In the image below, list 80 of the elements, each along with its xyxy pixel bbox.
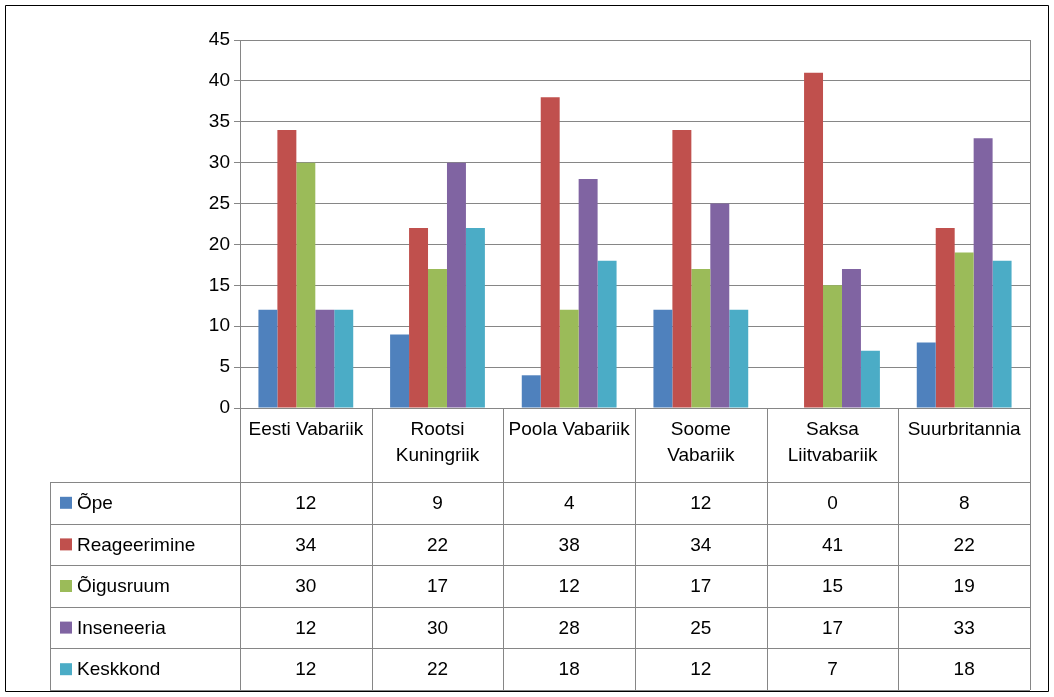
data-label: 34	[690, 533, 712, 555]
data-label: 9	[432, 492, 443, 514]
legend-label: Inseneeria	[77, 616, 167, 638]
bar	[334, 309, 354, 408]
x-tick-label: Eesti Vabariik	[248, 418, 364, 440]
bar	[729, 309, 749, 408]
data-label: 38	[558, 533, 580, 555]
data-label: 18	[558, 658, 580, 680]
y-tick-label: 25	[208, 191, 230, 213]
bar	[992, 260, 1012, 408]
bar	[296, 162, 316, 408]
bar	[540, 97, 560, 408]
bar	[428, 268, 447, 408]
data-label: 25	[690, 616, 712, 638]
data-label: 28	[558, 616, 580, 638]
y-tick-label: 0	[219, 396, 230, 418]
data-label: 15	[821, 575, 844, 597]
bar	[710, 203, 730, 408]
y-tick-label: 30	[208, 150, 230, 172]
bar	[578, 179, 598, 408]
data-label: 30	[426, 616, 449, 638]
bar	[973, 138, 993, 408]
x-tick-label: Soome Vabariik	[667, 418, 735, 466]
data-label: 22	[426, 658, 449, 680]
y-tick-label: 10	[208, 314, 230, 336]
bar	[935, 228, 955, 408]
data-label: 12	[690, 658, 712, 680]
bar	[446, 162, 466, 408]
y-tick-label: 35	[208, 110, 230, 132]
data-label: 17	[821, 616, 844, 638]
y-tick-label: 5	[219, 355, 230, 377]
bar	[653, 309, 673, 408]
y-tick-label: 40	[208, 69, 230, 91]
bar	[860, 350, 880, 408]
bar	[521, 375, 541, 408]
legend-label: Reageerimine	[77, 533, 196, 555]
data-label: 18	[953, 658, 975, 680]
legend-label: Õigusruum	[77, 575, 170, 597]
data-label: 12	[295, 658, 317, 680]
y-tick-label: 20	[208, 232, 230, 254]
data-label: 41	[821, 533, 844, 555]
bar	[804, 72, 824, 408]
data-label: 34	[295, 533, 317, 555]
data-label: 12	[558, 575, 580, 597]
data-label: 17	[690, 575, 712, 597]
data-label: 7	[827, 658, 838, 680]
bar	[465, 228, 485, 408]
data-label: 8	[958, 492, 970, 514]
data-label: 33	[953, 616, 975, 638]
bar	[390, 334, 410, 408]
bar	[954, 252, 974, 408]
data-label: 12	[690, 492, 712, 514]
legend-label: Keskkond	[77, 658, 161, 680]
data-label: 22	[953, 533, 975, 555]
bar	[823, 285, 842, 408]
data-label: 17	[426, 575, 449, 597]
bar	[409, 228, 429, 408]
data-label: 19	[953, 575, 975, 597]
data-label: 12	[295, 492, 317, 514]
y-tick-label: 45	[208, 28, 230, 50]
bar	[841, 268, 861, 408]
legend-label: Õpe	[77, 492, 113, 514]
bar	[277, 129, 297, 408]
data-label: 12	[295, 616, 317, 638]
bar	[672, 129, 692, 408]
data-label: 30	[295, 575, 317, 597]
x-tick-label: Suurbritannia	[907, 418, 1022, 440]
bar	[691, 268, 711, 408]
data-label: 22	[426, 533, 449, 555]
bar	[916, 342, 936, 408]
bar	[597, 260, 617, 408]
x-tick-label: Rootsi Kuningriik	[395, 418, 480, 466]
bar	[315, 309, 335, 408]
data-label: 4	[563, 492, 575, 514]
bar	[258, 309, 278, 408]
bar	[559, 309, 579, 408]
x-tick-label: Saksa Liitvabariik	[787, 418, 878, 466]
x-tick-label: Poola Vabariik	[508, 418, 631, 440]
data-label: 0	[827, 492, 838, 514]
y-tick-label: 15	[208, 273, 230, 295]
